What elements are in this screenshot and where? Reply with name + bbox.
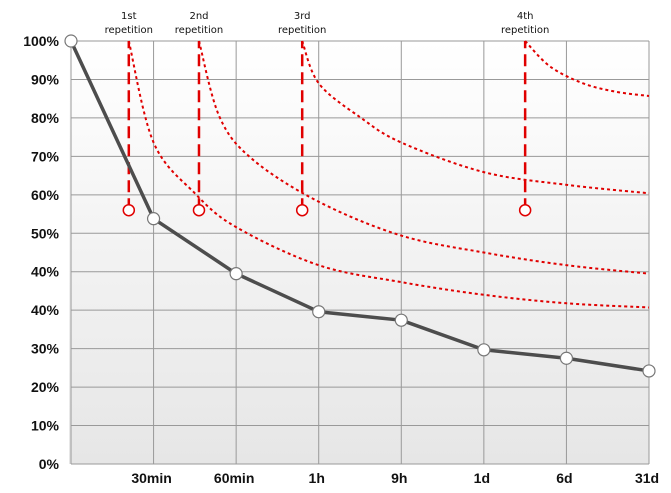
- repetition-point: [295, 203, 309, 217]
- decay-curve: [301, 40, 650, 195]
- repetition-markers: [122, 41, 532, 217]
- repetition-point: [122, 203, 136, 217]
- y-tick-label: 0%: [39, 456, 60, 472]
- main-forgetting-curve: [64, 34, 656, 378]
- y-tick-label: 40%: [31, 302, 60, 318]
- repetition-point: [192, 203, 206, 217]
- y-tick-label: 40%: [31, 264, 60, 280]
- main-curve-point: [146, 212, 161, 226]
- main-curve-point: [229, 267, 243, 281]
- decay-curve: [524, 40, 650, 97]
- y-tick-label: 10%: [31, 418, 60, 434]
- x-axis-tick-labels: 30min 60min 1h 9h 1d 6d 31d: [131, 470, 659, 486]
- repetition-label-ordinal: 3rd: [294, 11, 311, 22]
- x-tick-label: 30min: [131, 470, 171, 486]
- main-curve-point: [312, 305, 326, 319]
- y-tick-label: 70%: [31, 148, 60, 164]
- repetition-labels: 1st repetition 2nd repetition 3rd repetition 4…: [105, 11, 550, 36]
- y-axis-tick-labels: 0% 10% 20% 30% 40% 40% 50% 60% 70% 80% 90% 100%: [23, 33, 59, 472]
- x-tick-label: 6d: [556, 470, 572, 486]
- x-tick-label: 60min: [214, 470, 254, 486]
- y-tick-label: 30%: [31, 341, 60, 357]
- y-tick-label: 100%: [23, 33, 59, 49]
- main-curve-point: [642, 364, 656, 378]
- x-tick-label: 1h: [309, 470, 325, 486]
- y-tick-label: 50%: [31, 225, 60, 241]
- repetition-label-word: repetition: [501, 25, 549, 36]
- plot-area: [69, 41, 649, 464]
- main-curve-point: [394, 313, 408, 327]
- x-tick-label: 9h: [391, 470, 407, 486]
- x-tick-label: 1d: [474, 470, 490, 486]
- x-tick-label: 31d: [635, 470, 659, 486]
- repetition-label-ordinal: 1st: [121, 11, 137, 22]
- y-tick-label: 90%: [31, 71, 60, 87]
- main-curve-point: [559, 351, 574, 365]
- repetition-label-ordinal: 2nd: [189, 11, 208, 22]
- main-curve-line: [69, 40, 650, 373]
- y-tick-label: 60%: [31, 187, 60, 203]
- main-curve-point: [477, 343, 491, 357]
- y-tick-label: 20%: [31, 379, 60, 395]
- repetition-label-word: repetition: [105, 25, 153, 36]
- repetition-label-ordinal: 4th: [517, 11, 534, 22]
- main-curve-point: [64, 34, 78, 48]
- repetition-point: [518, 203, 532, 217]
- y-tick-label: 80%: [31, 110, 60, 126]
- repetition-label-word: repetition: [278, 25, 326, 36]
- decay-curves: [127, 40, 650, 309]
- repetition-label-word: repetition: [175, 25, 223, 36]
